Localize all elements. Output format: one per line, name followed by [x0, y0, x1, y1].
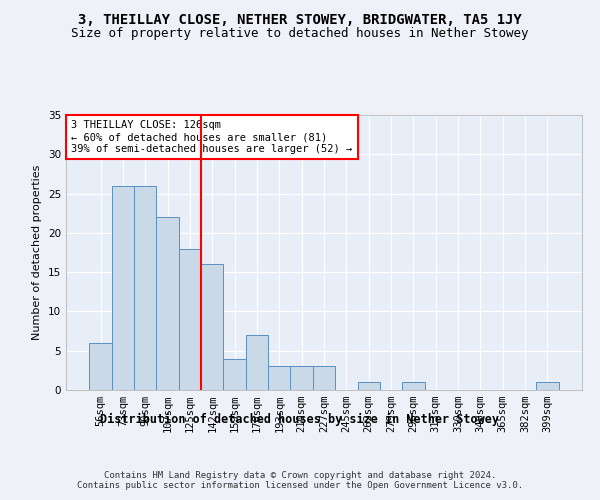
Bar	[201, 264, 223, 390]
Bar	[268, 366, 290, 390]
Bar	[536, 382, 559, 390]
Bar	[358, 382, 380, 390]
Bar	[112, 186, 134, 390]
Text: 3 THEILLAY CLOSE: 126sqm
← 60% of detached houses are smaller (81)
39% of semi-d: 3 THEILLAY CLOSE: 126sqm ← 60% of detach…	[71, 120, 352, 154]
Bar	[402, 382, 425, 390]
Text: Size of property relative to detached houses in Nether Stowey: Size of property relative to detached ho…	[71, 28, 529, 40]
Bar	[179, 248, 201, 390]
Text: 3, THEILLAY CLOSE, NETHER STOWEY, BRIDGWATER, TA5 1JY: 3, THEILLAY CLOSE, NETHER STOWEY, BRIDGW…	[78, 12, 522, 26]
Bar	[157, 217, 179, 390]
Bar	[134, 186, 157, 390]
Bar	[223, 358, 246, 390]
Bar	[313, 366, 335, 390]
Bar	[246, 335, 268, 390]
Y-axis label: Number of detached properties: Number of detached properties	[32, 165, 43, 340]
Bar	[290, 366, 313, 390]
Text: Distribution of detached houses by size in Nether Stowey: Distribution of detached houses by size …	[101, 412, 499, 426]
Bar	[89, 343, 112, 390]
Text: Contains HM Land Registry data © Crown copyright and database right 2024.
Contai: Contains HM Land Registry data © Crown c…	[77, 470, 523, 490]
